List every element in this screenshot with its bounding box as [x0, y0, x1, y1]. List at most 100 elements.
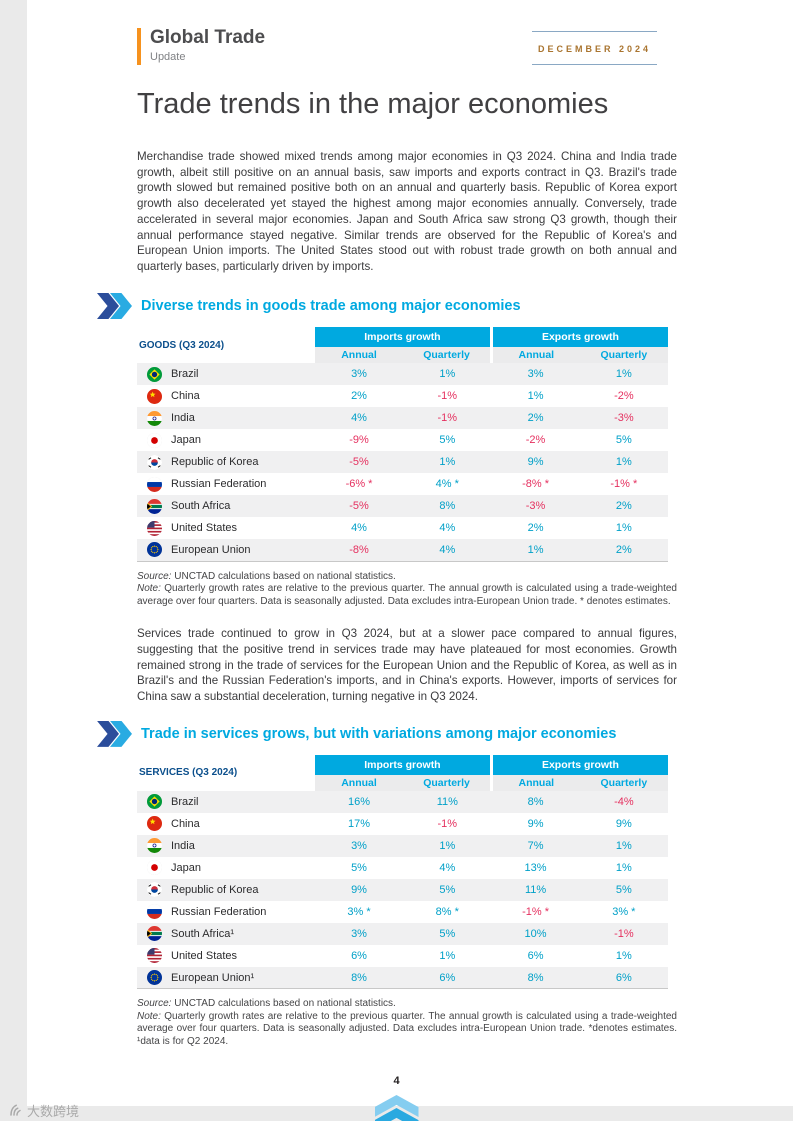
watermark: 大数跨境	[8, 1101, 79, 1120]
growth-value-cell: 7%	[527, 839, 544, 852]
source-text: UNCTAD calculations based on national st…	[171, 998, 396, 1010]
subheader-annual: Annual	[314, 347, 404, 364]
country-cell: Russian Federation	[137, 901, 315, 923]
imports-growth-header: Imports growth	[314, 754, 492, 775]
growth-value-cell: 9%	[351, 883, 367, 896]
country-cell: Republic of Korea	[137, 879, 315, 901]
japan-flag-icon	[147, 432, 162, 448]
country-cell: European Union	[137, 539, 315, 561]
section-heading-goods: Diverse trends in goods trade among majo…	[97, 293, 677, 320]
note-text: Quarterly growth rates are relative to t…	[137, 1010, 677, 1047]
growth-value-cell: 5%	[615, 434, 632, 447]
eu-flag-icon	[147, 970, 162, 986]
country-label: South Africa	[171, 500, 231, 513]
growth-value-cell: 9%	[527, 456, 544, 469]
brazil-flag-icon	[147, 366, 162, 382]
growth-value-cell: 5%	[615, 883, 632, 896]
growth-value-cell: -1% *	[610, 478, 638, 491]
source-note-services: Source: UNCTAD calculations based on nat…	[137, 998, 677, 1011]
double-chevron-icon	[97, 293, 133, 320]
growth-value-cell: 3%	[527, 368, 544, 381]
subheader-annual: Annual	[489, 774, 580, 791]
growth-value-cell: 2%	[527, 412, 544, 425]
table-row: Brazil 16% 11% 8% -4%	[137, 790, 668, 813]
country-label: South Africa¹	[171, 927, 234, 940]
double-chevron-icon	[97, 720, 133, 747]
growth-value-cell: 11%	[524, 883, 547, 896]
country-label: European Union¹	[171, 971, 255, 984]
table-row: United States 6% 1% 6% 1%	[137, 945, 668, 967]
note-label: Note:	[137, 583, 161, 595]
growth-value-cell: 2%	[527, 522, 544, 535]
country-cell: South Africa¹	[137, 923, 315, 945]
growth-value-cell: -1% *	[522, 905, 549, 918]
china-flag-icon	[147, 388, 162, 404]
page-title: Trade trends in the major economies	[137, 88, 609, 120]
brand-title: Global Trade	[150, 27, 266, 48]
country-cell: Republic of Korea	[137, 451, 315, 473]
page-number: 4	[393, 1075, 400, 1087]
growth-value-cell: -1%	[437, 390, 458, 403]
table-row: European Union¹ 8% 6% 8% 6%	[137, 966, 668, 989]
growth-value-cell: 2%	[615, 543, 632, 556]
country-label: United States	[171, 522, 238, 535]
country-cell: European Union¹	[137, 967, 315, 989]
services-table: SERVICES (Q3 2024) Imports growth Export…	[137, 754, 668, 990]
korea-flag-icon	[147, 454, 162, 470]
table-row: Russian Federation 3% * 8% * -1% * 3% *	[137, 901, 668, 923]
country-cell: China	[137, 385, 315, 407]
country-label: China	[171, 390, 200, 403]
growth-value-cell: 8%	[351, 971, 367, 984]
growth-value-cell: 8%	[527, 971, 544, 984]
eu-flag-icon	[147, 542, 162, 558]
country-cell: South Africa	[137, 495, 315, 517]
footer-chevron-icon	[374, 1095, 419, 1121]
country-cell: Brazil	[137, 363, 315, 385]
growth-value-cell: 1%	[439, 949, 456, 962]
growth-value-cell: -1%	[437, 412, 458, 425]
brazil-flag-icon	[147, 794, 162, 810]
country-cell: United States	[137, 517, 315, 539]
growth-value-cell: 1%	[615, 861, 632, 874]
growth-value-cell: 2%	[351, 390, 367, 403]
growth-value-cell: 1%	[615, 949, 632, 962]
growth-value-cell: 1%	[439, 456, 456, 469]
section-title-services: Trade in services grows, but with variat…	[141, 725, 617, 742]
growth-value-cell: 3%	[351, 839, 367, 852]
growth-value-cell: -8%	[349, 543, 369, 556]
table-row: China 17% -1% 9% 9%	[137, 813, 668, 835]
growth-value-cell: -8% *	[522, 478, 549, 491]
growth-value-cell: 8%	[439, 500, 456, 513]
growth-value-cell: 1%	[439, 368, 456, 381]
china-flag-icon	[147, 816, 162, 832]
country-cell: Russian Federation	[137, 473, 315, 495]
imports-growth-header: Imports growth	[314, 327, 492, 348]
note-label: Note:	[137, 1010, 161, 1022]
country-cell: India	[137, 407, 315, 429]
country-cell: India	[137, 835, 315, 857]
growth-value-cell: 6%	[527, 949, 544, 962]
watermark-text: 大数跨境	[27, 1104, 80, 1119]
table-row: Brazil 3% 1% 3% 1%	[137, 363, 668, 386]
russia-flag-icon	[147, 904, 162, 920]
growth-value-cell: 4%	[439, 543, 456, 556]
issue-date: DECEMBER 2024	[531, 31, 657, 65]
growth-value-cell: 3% *	[347, 905, 371, 918]
growth-value-cell: 1%	[615, 522, 632, 535]
growth-value-cell: 16%	[348, 795, 371, 808]
brand-subtitle: Update	[150, 50, 186, 63]
services-table-corner-label: SERVICES (Q3 2024)	[137, 754, 315, 791]
growth-value-cell: -6% *	[345, 478, 373, 491]
country-label: Republic of Korea	[171, 456, 259, 469]
subheader-quarterly: Quarterly	[579, 347, 668, 364]
subheader-quarterly: Quarterly	[403, 774, 492, 791]
brand-accent-bar	[137, 28, 141, 65]
growth-value-cell: 6%	[615, 971, 632, 984]
growth-value-cell: 1%	[615, 456, 632, 469]
method-note-services: Note: Quarterly growth rates are relativ…	[137, 1011, 677, 1049]
country-cell: China	[137, 813, 315, 835]
country-label: Russian Federation	[171, 905, 267, 918]
brand: Global Trade Update	[137, 27, 266, 65]
growth-value-cell: 5%	[351, 861, 367, 874]
